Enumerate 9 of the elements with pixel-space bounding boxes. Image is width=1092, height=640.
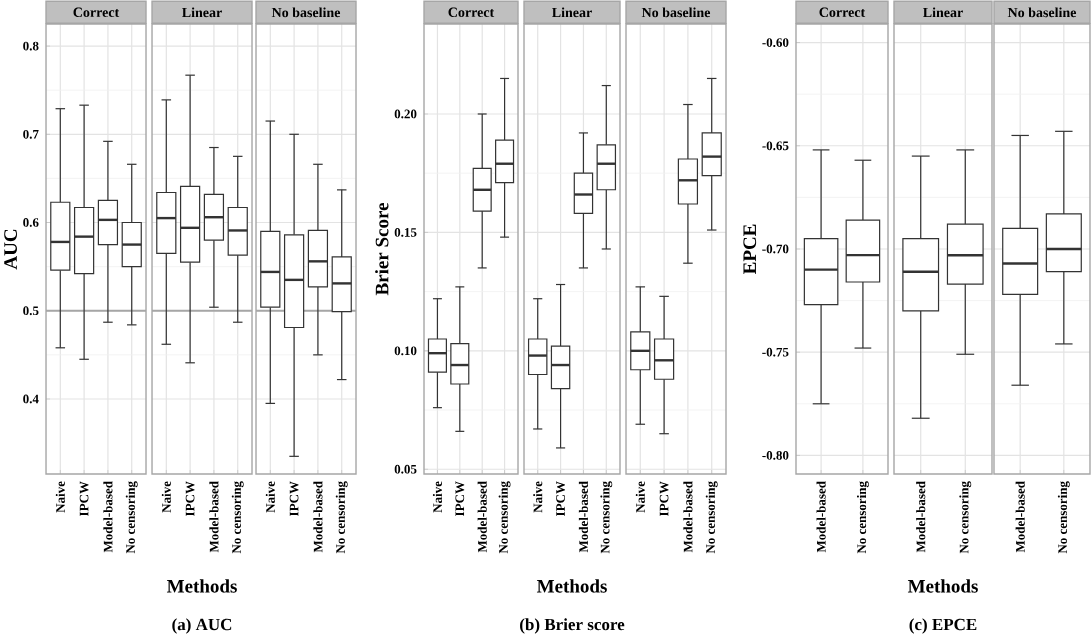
y-axis-title: Brier Score — [375, 202, 389, 296]
x-axis-title: Methods — [907, 579, 978, 593]
y-axis-title: AUC — [4, 229, 17, 270]
x-axis-title: Methods — [536, 579, 607, 593]
y-axis-title: EPCE — [743, 224, 757, 274]
text: (b) Brier score — [520, 618, 625, 634]
text: (a) AUC — [172, 618, 232, 634]
text: (c) EPCE — [909, 618, 977, 634]
x-axis-title: Methods — [166, 579, 237, 593]
